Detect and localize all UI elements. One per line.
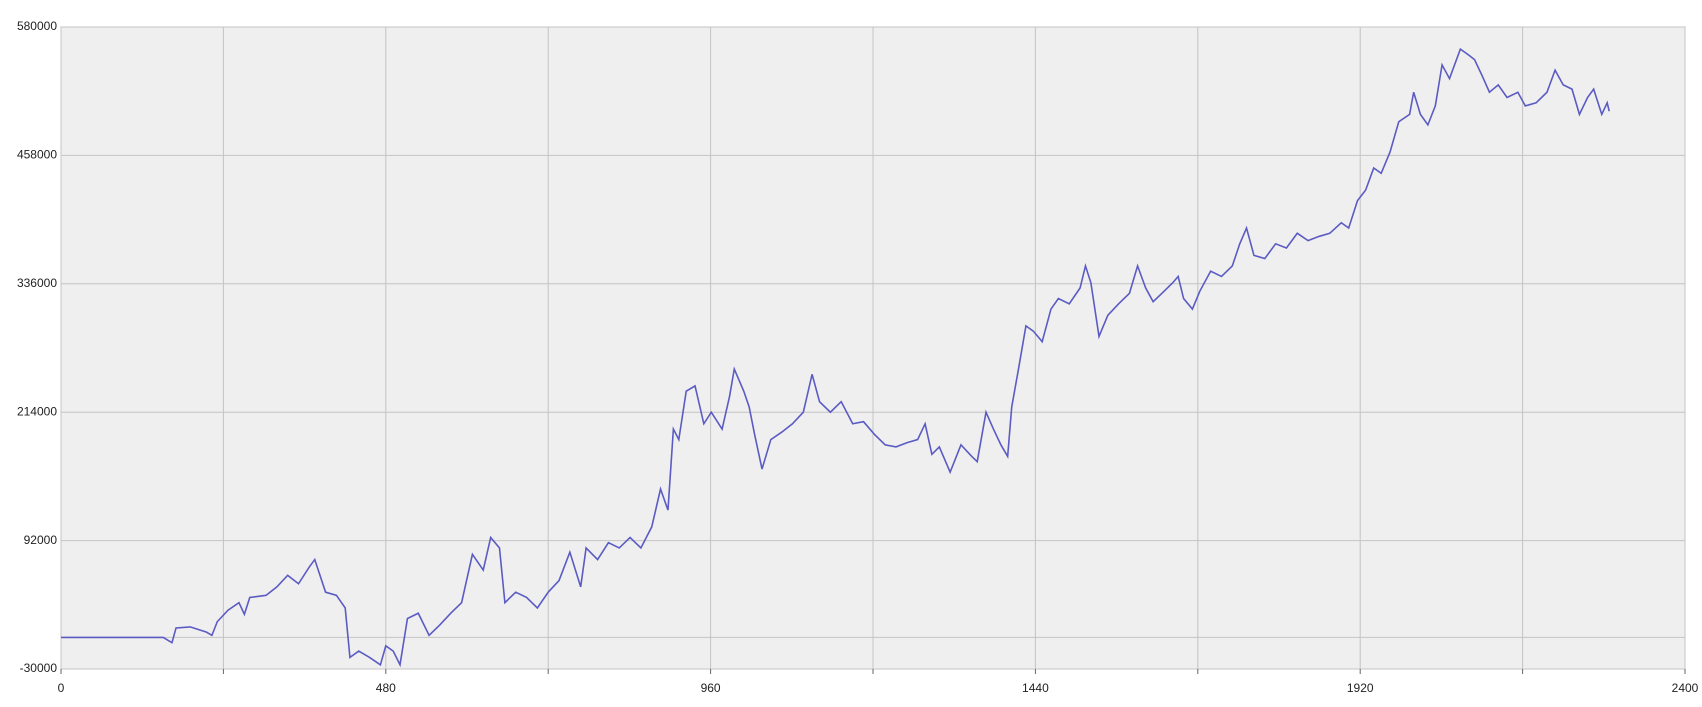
x-tick-label: 1440 [1022,681,1049,695]
x-tick-label: 960 [701,681,721,695]
x-tick-label: 0 [58,681,65,695]
y-tick-label: 458000 [17,148,57,162]
line-series [61,47,1610,668]
x-tick-label: 2400 [1672,681,1699,695]
x-tick-label: 1920 [1347,681,1374,695]
x-tick-label: 480 [376,681,396,695]
y-tick-label: 92000 [24,533,58,547]
y-tick-label: 580000 [17,19,57,33]
y-tick-label: 336000 [17,276,57,290]
y-tick-label: -30000 [20,661,58,675]
y-tick-label: 214000 [17,404,57,418]
